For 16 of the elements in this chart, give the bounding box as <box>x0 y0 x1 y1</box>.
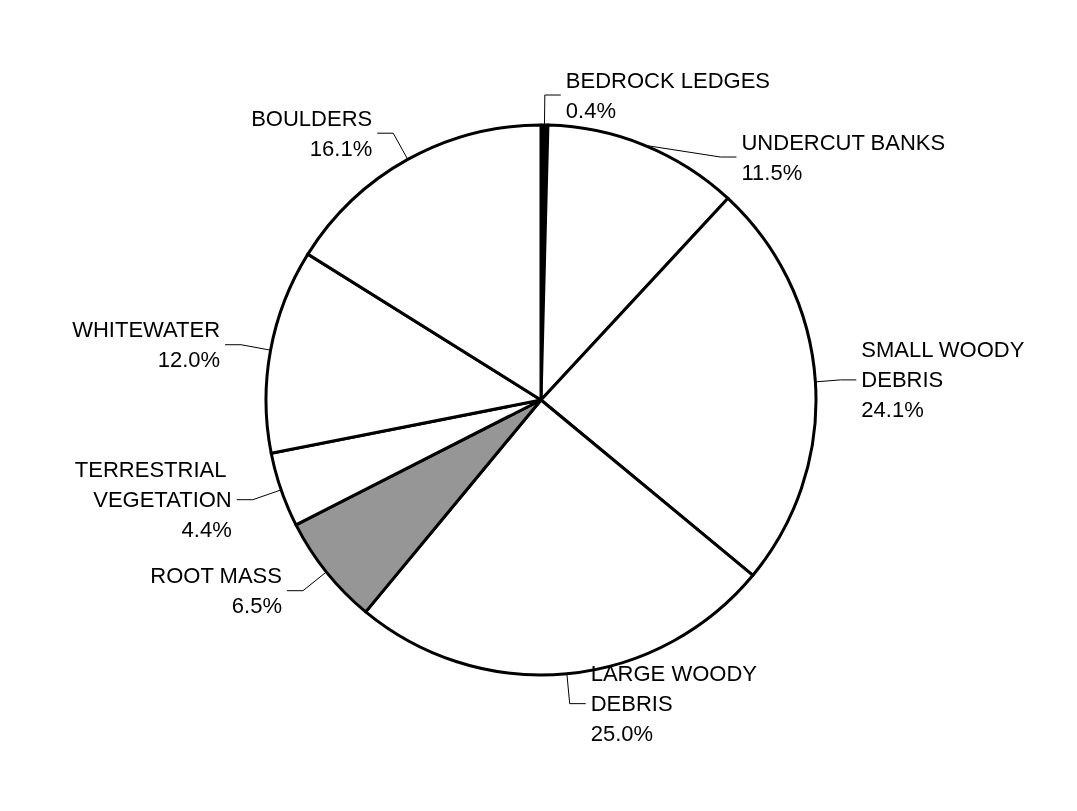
data-label: 6.5% <box>231 593 282 619</box>
data-label: 11.5% <box>741 159 803 185</box>
slice-label: BEDROCK LEDGES <box>565 67 770 93</box>
data-label: 25.0% <box>590 721 654 747</box>
data-label: 0.4% <box>565 97 616 123</box>
slice-label: WHITEWATER <box>72 317 221 343</box>
slice-label: SMALL WOODY DEBRIS <box>861 337 1031 393</box>
slice-label: LARGE WOODY DEBRIS <box>590 661 763 717</box>
data-label: 16.1% <box>309 135 373 161</box>
slice-label: ROOT MASS <box>150 563 282 589</box>
data-label: 4.4% <box>181 517 232 543</box>
slice-label: BOULDERS <box>251 105 373 131</box>
slice-label: UNDERCUT BANKS <box>741 129 946 155</box>
slice-label: TERRESTRIAL VEGETATION <box>74 457 232 513</box>
data-label: 12.0% <box>157 347 221 373</box>
data-label: 24.1% <box>861 397 924 423</box>
